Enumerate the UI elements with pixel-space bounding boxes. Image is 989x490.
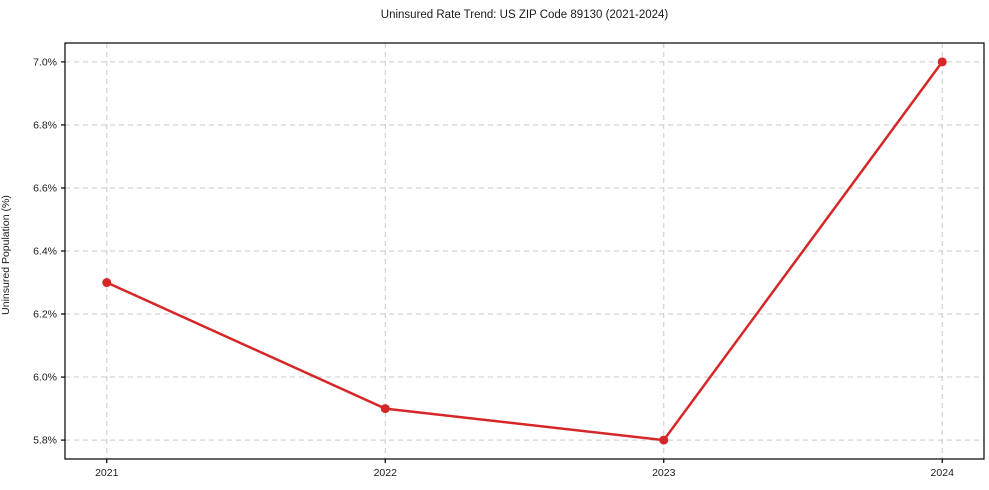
data-point <box>102 278 112 288</box>
y-tick-label: 6.2% <box>33 309 57 321</box>
data-point <box>937 57 947 67</box>
data-point <box>380 404 390 414</box>
x-tick-label: 2021 <box>95 467 119 479</box>
y-tick-label: 6.0% <box>33 372 57 384</box>
data-point <box>659 435 669 445</box>
x-tick-label: 2022 <box>374 467 398 479</box>
y-tick-label: 6.4% <box>33 246 57 258</box>
y-tick-label: 6.6% <box>33 182 57 194</box>
y-tick-label: 7.0% <box>33 56 57 68</box>
x-tick-label: 2024 <box>931 467 955 479</box>
data-line <box>105 60 944 442</box>
y-axis-label-text: Uninsured Population (%) <box>0 195 12 315</box>
chart-title: Uninsured Rate Trend: US ZIP Code 89130 … <box>380 9 669 21</box>
y-tick-label: 6.8% <box>33 119 57 131</box>
y-tick-label: 5.8% <box>33 435 57 447</box>
x-tick-label: 2023 <box>652 467 676 479</box>
